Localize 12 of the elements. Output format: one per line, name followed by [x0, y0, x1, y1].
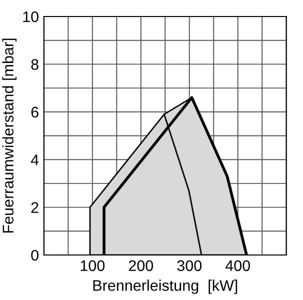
y-tick-label: 4	[30, 154, 39, 166]
y-tick-label: 10	[23, 11, 38, 22]
y-tick-label: 0	[31, 250, 38, 261]
y-tick-label: 6	[31, 106, 38, 118]
y-axis-title: Feuerraumwiderstand [mbar]	[2, 38, 17, 233]
x-tick-label: 100	[80, 260, 105, 272]
x-tick-label: 200	[128, 260, 154, 272]
x-tick-label: 400	[225, 260, 250, 272]
y-tick-label: 8	[31, 59, 38, 70]
y-tick-label: 2	[31, 202, 38, 213]
x-axis-title: Brennerleistung [kW]	[93, 280, 238, 294]
x-tick-label: 300	[177, 260, 202, 272]
